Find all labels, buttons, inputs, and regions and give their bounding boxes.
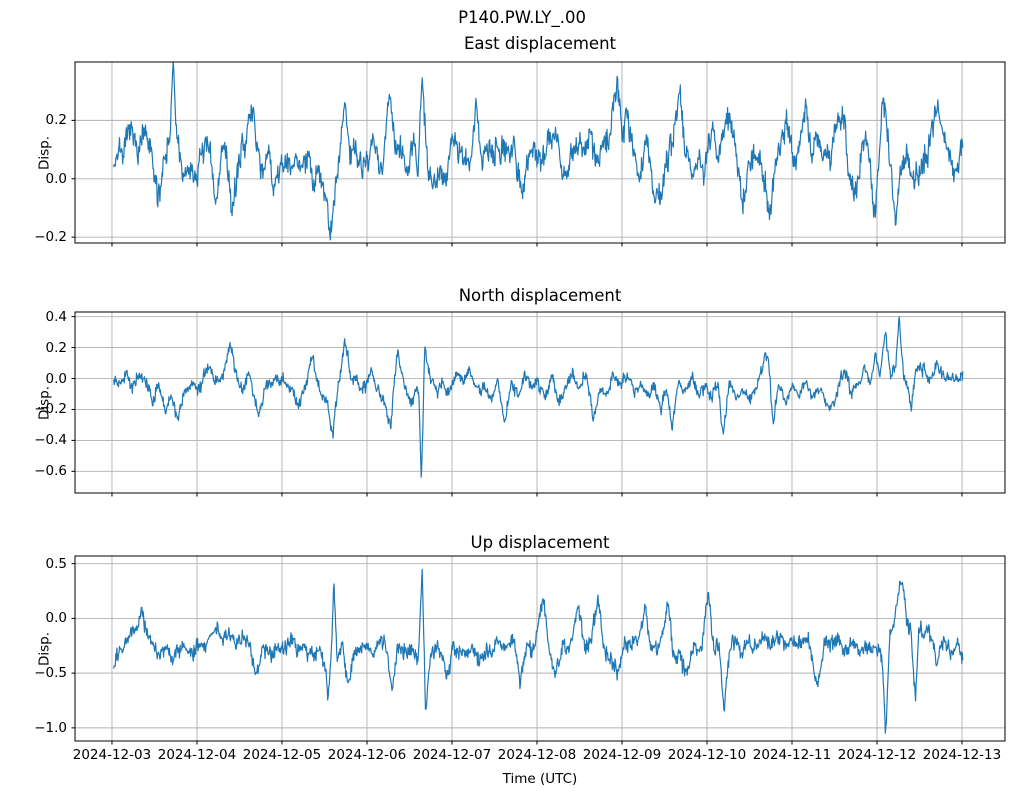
x-tick-label: 2024-12-12 [837,747,917,763]
y-tick-label: 0.2 [45,112,67,129]
x-tick-label: 2024-12-13 [922,747,1002,763]
x-tick-label: 2024-12-08 [497,747,577,763]
x-tick-label: 2024-12-07 [412,747,492,763]
subplot-title-north: North displacement [458,286,622,305]
y-tick-label: −0.5 [34,665,67,682]
x-tick-label: 2024-12-11 [752,747,832,763]
y-tick-label: 0.5 [45,555,67,572]
x-tick-label: 2024-12-03 [72,747,152,763]
x-tick-label: 2024-12-05 [242,747,322,763]
x-tick-label: 2024-12-09 [582,747,662,763]
subplot-title-east: East displacement [463,34,617,53]
y-tick-label: −0.2 [34,229,67,246]
y-tick-label: 0.0 [45,370,67,387]
y-tick-label: −0.2 [34,401,67,418]
x-tick-label: 2024-12-06 [327,747,407,763]
figure-title: P140.PW.LY_.00 [458,8,586,27]
y-tick-label: 0.0 [45,610,67,627]
y-tick-label: 0.2 [45,339,67,356]
y-tick-label: −1.0 [34,719,67,736]
x-tick-label: 2024-12-10 [667,747,747,763]
y-tick-label: 0.0 [45,170,67,187]
y-tick-label: −0.6 [34,463,67,480]
subplot-title-up: Up displacement [470,533,610,552]
x-tick-label: 2024-12-04 [157,747,237,763]
x-axis-label: Time (UTC) [502,771,578,787]
y-tick-label: −0.4 [34,432,67,449]
y-tick-label: 0.4 [45,308,67,325]
